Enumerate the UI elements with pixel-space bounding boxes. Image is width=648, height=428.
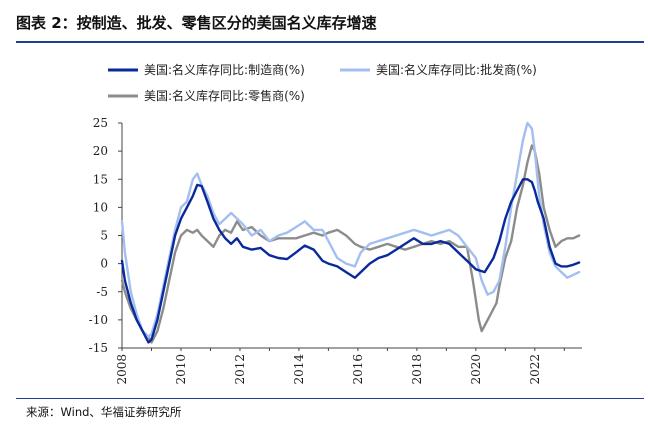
series-lines — [120, 121, 581, 344]
legend: 美国:名义库存同比:制造商(%) 美国:名义库存同比:批发商(%) 美国:名义库存同… — [108, 62, 537, 103]
x-tick-label: 2016 — [351, 354, 365, 385]
y-tick-label: 15 — [93, 172, 108, 186]
x-tick-label: 2010 — [174, 354, 188, 385]
y-tick-label: 10 — [93, 200, 108, 214]
line-chart: 美国:名义库存同比:制造商(%) 美国:名义库存同比:批发商(%) 美国:名义库存同… — [89, 62, 582, 385]
chart-axes: 25 20 15 10 5 0 -5 -10 -15 2008 2010 2012 2014 2016 20… — [89, 116, 582, 385]
x-tick-label: 2018 — [410, 354, 424, 385]
source-rule — [16, 398, 644, 399]
figure-title: 图表 2：按制造、批发、零售区分的美国名义库存增速 — [16, 14, 377, 32]
y-tick-label: 20 — [93, 144, 108, 158]
title-rule — [16, 41, 644, 43]
y-tick-label: -15 — [89, 341, 108, 355]
legend-label: 美国:名义库存同比:零售商(%) — [144, 88, 305, 103]
x-tick-label: 2020 — [469, 354, 483, 385]
y-tick-label: 5 — [100, 229, 108, 243]
legend-label: 美国:名义库存同比:制造商(%) — [144, 62, 305, 77]
y-tick-label: 25 — [93, 116, 108, 130]
y-tick-label: -5 — [96, 285, 108, 299]
series-line — [120, 121, 581, 338]
y-tick-label: 0 — [100, 257, 108, 271]
x-tick-label: 2014 — [292, 354, 306, 385]
series-line — [120, 178, 581, 344]
x-tick-label: 2022 — [528, 354, 542, 385]
series-line — [120, 144, 581, 344]
legend-label: 美国:名义库存同比:批发商(%) — [376, 62, 537, 77]
x-tick-label: 2012 — [233, 354, 247, 385]
y-tick-label: -10 — [89, 313, 108, 327]
source-note: 来源：Wind、华福证券研究所 — [26, 405, 182, 419]
x-tick-label: 2008 — [115, 354, 129, 385]
